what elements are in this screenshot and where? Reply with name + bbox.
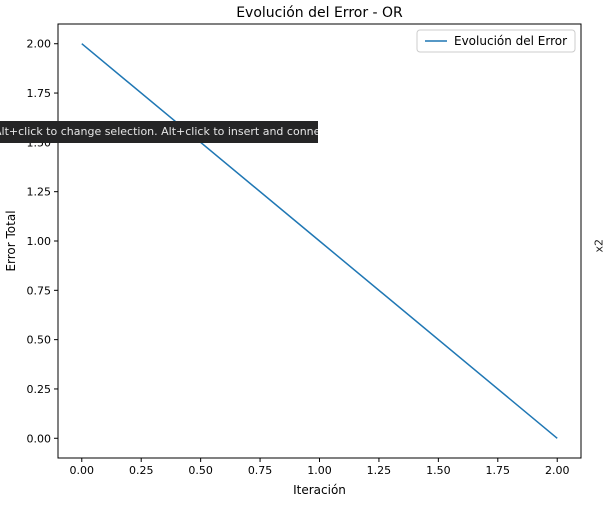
x-tick-label: 1.00	[307, 464, 332, 477]
y-tick-label: 2.00	[27, 38, 52, 51]
legend: Evolución del Error	[416, 29, 576, 53]
series-line	[81, 43, 558, 439]
legend-label: Evolución del Error	[454, 34, 567, 48]
selection-tooltip: Alt+click to change selection. Alt+click…	[0, 121, 318, 143]
y-axis: 0.000.250.500.751.001.251.501.752.00	[27, 38, 58, 445]
legend-box	[416, 29, 576, 53]
series-layer	[81, 43, 558, 439]
x-tick-label: 2.00	[545, 464, 570, 477]
y-tick-label: 1.00	[27, 235, 52, 248]
side-axis-label: x2	[592, 238, 606, 253]
y-tick-label: 0.25	[27, 383, 52, 396]
y-axis-label: Error Total	[4, 210, 18, 271]
y-tick-label: 1.25	[27, 186, 52, 199]
x-tick-label: 0.25	[129, 464, 154, 477]
x-axis-label: Iteración	[293, 483, 346, 497]
x-tick-label: 0.00	[70, 464, 95, 477]
x-tick-label: 0.75	[248, 464, 273, 477]
tooltip-text: Alt+click to change selection. Alt+click…	[0, 125, 318, 138]
y-tick-label: 0.50	[27, 334, 52, 347]
x-tick-label: 1.50	[426, 464, 451, 477]
y-tick-label: 0.00	[27, 432, 52, 445]
y-tick-label: 0.75	[27, 284, 52, 297]
chart-title: Evolución del Error - OR	[236, 5, 403, 21]
y-tick-label: 1.75	[27, 87, 52, 100]
x-tick-label: 0.50	[188, 464, 213, 477]
x-tick-label: 1.25	[367, 464, 392, 477]
x-axis: 0.00 0.25 0.50 0.75 1.00 1.25 1.50 1.75 2.00	[70, 458, 570, 477]
x-tick-label: 1.75	[486, 464, 511, 477]
